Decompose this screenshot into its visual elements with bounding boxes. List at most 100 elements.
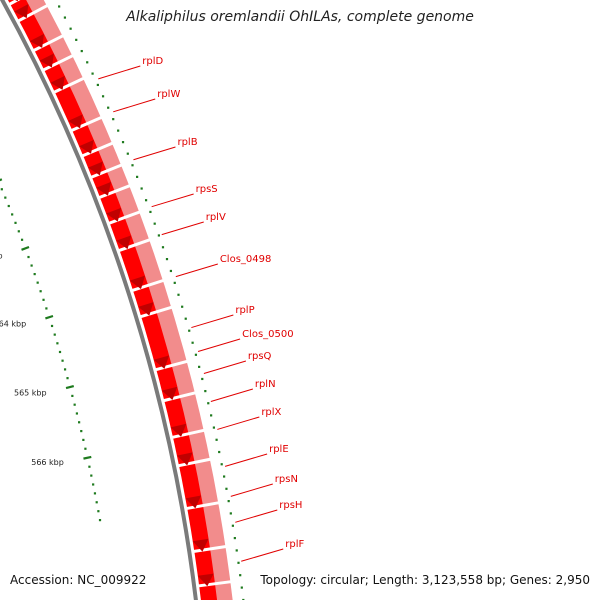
minor-tick — [75, 412, 79, 415]
minor-tick — [53, 333, 56, 336]
gene-label: rpsH — [279, 500, 302, 511]
gene-arrow-icon — [106, 207, 122, 222]
minor-tick — [90, 474, 93, 477]
gene-boundary — [53, 76, 86, 94]
gene-boundary — [70, 115, 103, 133]
major-tick — [65, 384, 75, 390]
minor-tick — [33, 272, 36, 276]
gc-dot — [161, 246, 165, 249]
gc-dot — [235, 549, 238, 552]
label-leader-line — [175, 263, 218, 278]
gene-boundary — [139, 305, 174, 319]
major-tick — [83, 455, 92, 460]
gene-track-inner — [24, 0, 233, 600]
minor-tick — [30, 264, 33, 267]
minor-tick — [98, 519, 102, 522]
gc-dot — [157, 234, 160, 237]
gene-features — [8, 0, 233, 588]
gene-boundary — [17, 3, 49, 23]
gene-label: rpsQ — [248, 351, 272, 362]
gene-label: rplD — [142, 56, 163, 67]
gc-dot — [210, 414, 213, 417]
gene-arrow-icon — [50, 75, 65, 90]
gc-dot — [220, 463, 223, 466]
gene-boundary — [8, 0, 21, 6]
gene-arrow-icon — [170, 423, 187, 437]
gc-dot — [215, 438, 218, 441]
minor-tick — [93, 492, 97, 495]
label-leader-line — [217, 416, 260, 430]
gene-arrow-icon — [79, 139, 94, 154]
gc-dot — [201, 377, 204, 381]
gc-dot — [131, 164, 134, 167]
gc-dot — [101, 95, 105, 98]
gc-dot — [212, 426, 216, 429]
minor-tick — [71, 394, 74, 398]
gene-arrow-icon — [15, 0, 18, 2]
gc-dot — [229, 512, 232, 515]
label-leader-line — [224, 453, 268, 467]
gc-dot — [231, 524, 234, 527]
gc-dot — [237, 561, 240, 564]
tick-label: 565 kbp — [14, 388, 47, 397]
label-leader-line — [98, 65, 141, 80]
gene-label: rplW — [157, 89, 180, 100]
gene-track-outer — [7, 0, 217, 600]
label-leader-line — [230, 483, 273, 497]
label-leader-line — [151, 193, 194, 208]
gene-arrow-icon — [96, 181, 112, 196]
gene-label: rplP — [235, 305, 254, 316]
gene-arrow-icon — [185, 495, 202, 509]
gc-dot — [165, 257, 169, 261]
tick-label: 566 kbp — [31, 458, 64, 467]
minor-tick — [4, 196, 7, 199]
gc-dot — [121, 141, 125, 144]
gene-arrow-icon — [153, 355, 170, 369]
minor-tick — [92, 483, 95, 486]
gene-boundary — [90, 163, 124, 179]
gene-arrow-icon — [192, 538, 209, 552]
gc-dot — [96, 83, 99, 87]
gene-label: rplF — [285, 539, 304, 550]
label-leader-line — [210, 388, 253, 402]
gene-arrow-icon — [39, 53, 54, 68]
gc-dot — [204, 389, 207, 393]
gene-boundary — [162, 391, 197, 403]
gc-dot — [63, 16, 67, 19]
gene-boundary — [42, 53, 75, 72]
gene-arrow-icon — [197, 573, 214, 587]
gc-dot — [86, 61, 89, 64]
minor-tick — [84, 447, 87, 450]
minor-tick — [73, 403, 76, 406]
gc-dot — [177, 293, 180, 296]
tick-label: 564 kbp — [0, 319, 26, 328]
minor-tick — [80, 429, 83, 433]
gene-arrow-icon — [88, 161, 103, 176]
gc-dot — [207, 402, 210, 405]
gene-arrow-icon — [161, 386, 178, 400]
gc-dot — [194, 353, 198, 356]
gene-label: rplE — [269, 444, 289, 455]
minor-tick — [61, 359, 64, 362]
minor-tick — [39, 290, 42, 293]
gene-boundary — [98, 183, 132, 200]
gene-boundary — [131, 278, 165, 292]
minor-tick — [20, 238, 24, 241]
gene-arrow-icon — [116, 235, 132, 250]
gene-arrow-icon — [14, 4, 29, 19]
gene-boundary — [81, 141, 115, 158]
gene-boundary — [32, 33, 65, 52]
minor-tick — [17, 230, 20, 233]
minor-tick — [97, 510, 100, 513]
gc-dot — [198, 365, 201, 368]
label-leader-line — [197, 338, 241, 353]
gc-dot — [184, 317, 187, 320]
minor-tick — [56, 342, 59, 345]
minor-tick — [58, 350, 62, 354]
gene-label: rplV — [206, 212, 226, 223]
minor-tick — [82, 438, 85, 442]
label-leader-line — [203, 360, 247, 374]
gene-label: rplN — [255, 379, 276, 390]
minor-tick — [11, 213, 14, 216]
gc-dot — [107, 106, 110, 109]
